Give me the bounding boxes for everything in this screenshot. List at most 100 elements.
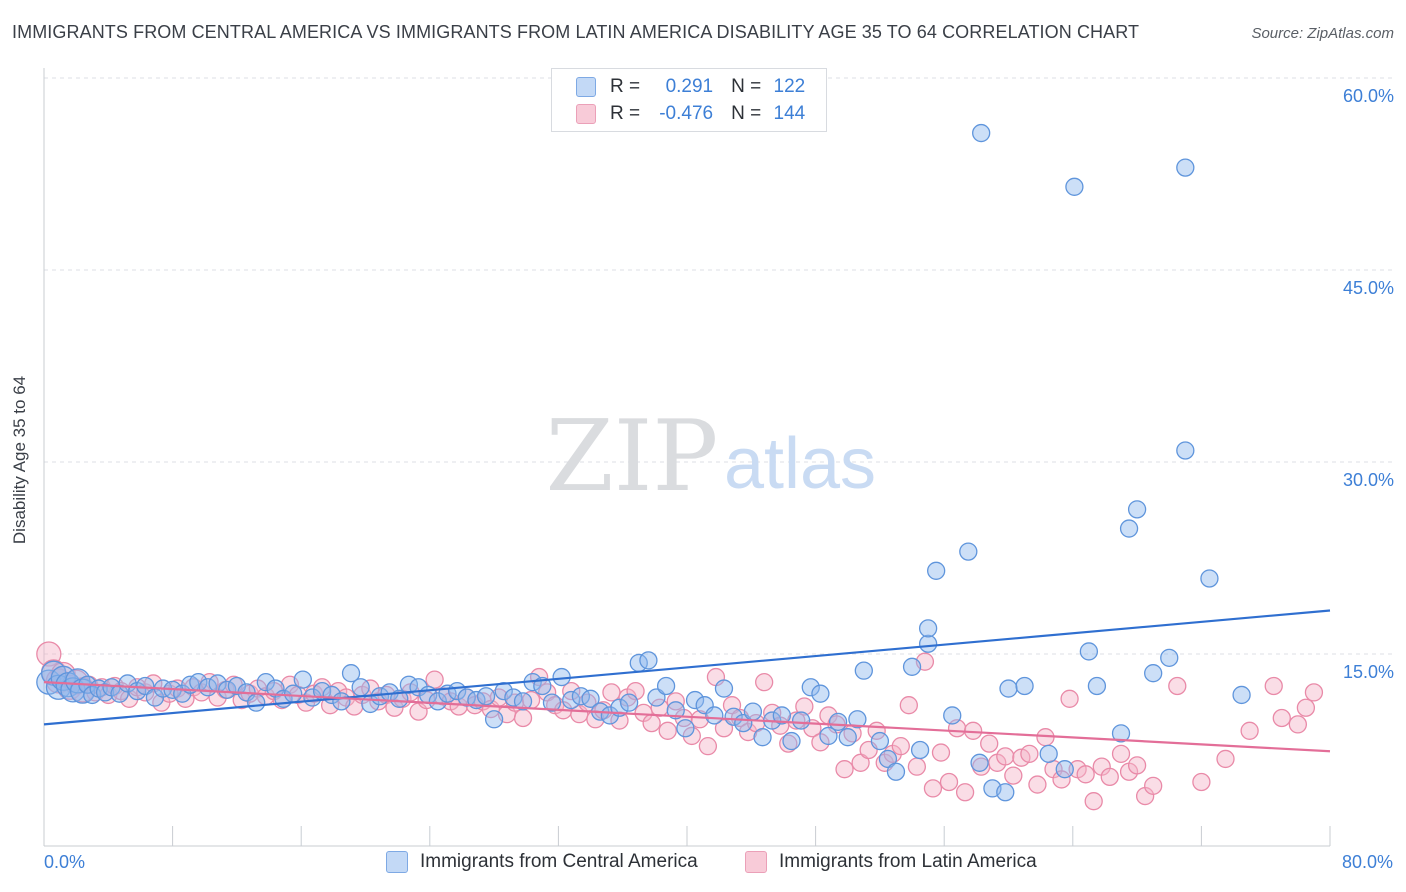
point-central-america	[791, 711, 811, 730]
point-central-america	[819, 726, 838, 746]
point-central-america	[256, 673, 275, 692]
x-tick-label-min: 0.0%	[44, 852, 86, 872]
point-central-america	[854, 661, 873, 680]
point-central-america	[1055, 760, 1074, 779]
point-central-america	[533, 676, 552, 696]
point-central-america	[619, 693, 639, 712]
trend-line-central-america	[43, 609, 1331, 726]
point-latin-america	[980, 734, 999, 753]
point-central-america	[838, 728, 857, 747]
point-latin-america	[891, 737, 910, 756]
series-legend-central-america[interactable]: Immigrants from Central America	[386, 851, 698, 873]
point-latin-america	[1111, 744, 1131, 763]
point-central-america	[705, 706, 724, 725]
point-central-america	[504, 688, 523, 707]
legend-swatch-central-america	[576, 77, 596, 97]
point-central-america	[724, 707, 743, 726]
legend-r-value: 0.291	[665, 76, 714, 97]
point-latin-america	[626, 681, 645, 701]
point-latin-america	[1264, 676, 1283, 696]
series-legend-label: Immigrants from Central America	[420, 851, 698, 872]
legend-n-label: N =	[731, 103, 762, 124]
axes	[43, 68, 1331, 847]
source-label: Source: ZipAtlas.com	[1251, 25, 1394, 42]
legend-r-label: R =	[610, 103, 641, 124]
point-central-america	[1087, 676, 1107, 696]
y-tick-label: 60.0%	[1342, 86, 1394, 106]
point-central-america	[910, 740, 930, 760]
point-latin-america	[658, 721, 677, 740]
point-central-america	[1144, 664, 1163, 683]
point-latin-america	[602, 683, 621, 702]
point-latin-america	[795, 697, 814, 716]
point-latin-america	[1060, 689, 1079, 708]
point-central-america	[870, 731, 890, 751]
series-legend-latin-america[interactable]: Immigrants from Latin America	[745, 851, 1037, 873]
y-tick-label: 45.0%	[1342, 278, 1394, 298]
point-central-america	[972, 123, 991, 143]
point-latin-america	[1304, 683, 1324, 702]
legend-swatch-latin-america	[576, 104, 596, 124]
point-central-america	[970, 753, 989, 772]
trend-lines	[43, 609, 1331, 753]
point-central-america	[714, 679, 734, 698]
point-central-america	[1065, 177, 1084, 196]
trend-line-latin-america	[43, 681, 1331, 753]
point-central-america	[1200, 569, 1219, 588]
watermark: ZIP atlas	[546, 400, 876, 514]
point-central-america	[351, 678, 370, 697]
point-central-america	[1160, 648, 1179, 667]
point-central-america	[513, 692, 533, 711]
legend-row-central-america: R = 0.291 N = 122	[576, 75, 805, 99]
point-central-america	[743, 702, 763, 721]
point-central-america	[676, 719, 695, 738]
point-central-america	[293, 670, 312, 689]
point-latin-america	[1144, 776, 1163, 795]
series-legend-label: Immigrants from Latin America	[779, 851, 1037, 872]
legend-r-value: -0.476	[659, 103, 714, 124]
point-central-america	[1232, 685, 1251, 705]
point-central-america	[918, 619, 938, 638]
point-latin-america	[1272, 708, 1291, 728]
point-central-america	[772, 706, 791, 725]
point-latin-america	[779, 734, 798, 753]
point-central-america	[1176, 158, 1195, 177]
point-central-america	[943, 706, 962, 725]
point-latin-america	[1100, 767, 1119, 787]
legend-swatch-latin-america	[745, 851, 767, 873]
point-central-america	[927, 561, 946, 580]
series-legend: Immigrants from Central America Immigran…	[0, 851, 1406, 877]
point-central-america	[428, 692, 447, 711]
point-latin-america	[1288, 715, 1307, 734]
series-central-america-points	[36, 123, 1251, 802]
point-latin-america	[939, 772, 959, 792]
point-latin-america	[1020, 744, 1039, 763]
legend-swatch-central-america	[386, 851, 408, 873]
point-latin-america	[642, 713, 661, 733]
point-central-america	[247, 693, 266, 712]
point-latin-america	[907, 757, 927, 776]
point-latin-america	[955, 783, 975, 802]
point-central-america	[1127, 500, 1147, 519]
point-latin-america	[1296, 698, 1316, 717]
point-latin-america	[1076, 765, 1095, 784]
point-central-america	[782, 731, 801, 751]
point-latin-america	[1192, 772, 1211, 792]
point-central-america	[959, 542, 978, 561]
point-latin-america	[1240, 721, 1259, 740]
legend-n-value: 122	[773, 76, 806, 97]
point-central-america	[666, 701, 685, 720]
point-central-america	[227, 676, 247, 696]
point-central-america	[1119, 519, 1139, 538]
point-central-america	[902, 657, 922, 676]
legend-r-label: R =	[610, 76, 641, 97]
point-latin-america	[690, 710, 710, 729]
point-central-america	[801, 678, 820, 697]
point-latin-america	[899, 696, 918, 715]
point-central-america	[542, 693, 562, 712]
point-latin-america	[996, 747, 1015, 766]
point-latin-america	[1127, 756, 1147, 775]
point-central-america	[476, 687, 496, 706]
point-latin-america	[1004, 766, 1023, 785]
